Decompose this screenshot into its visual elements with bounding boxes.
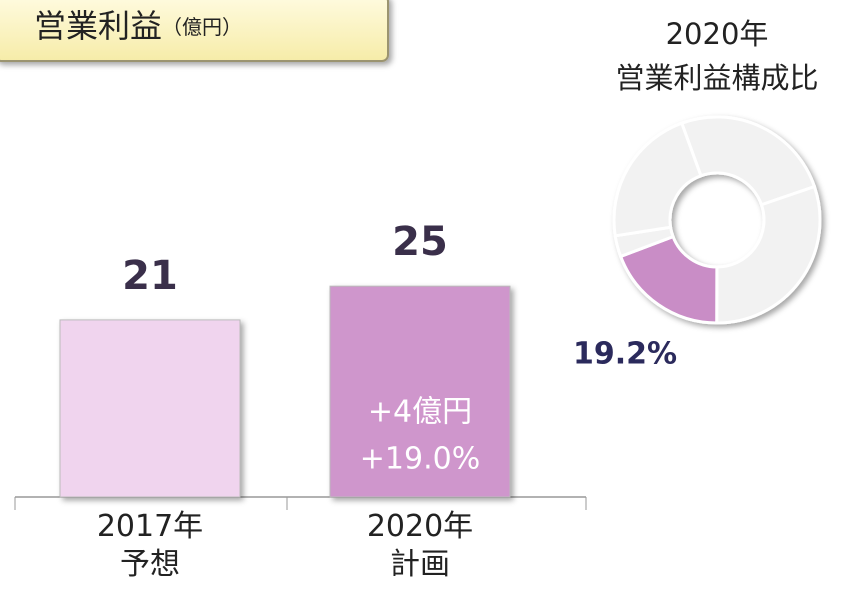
value-label: 19.2% xyxy=(573,337,677,372)
donut-segment xyxy=(612,121,703,238)
chart-title: 営業利益（億円） xyxy=(34,7,242,45)
value-label: 21 xyxy=(122,253,178,299)
bar xyxy=(329,285,511,498)
donut-segment xyxy=(715,184,822,325)
annotation: +19.0% xyxy=(360,442,480,477)
annotation: +4億円 xyxy=(368,395,472,430)
category-label: 2017年 予想 xyxy=(96,509,204,582)
donut-segment xyxy=(618,234,719,325)
title-box xyxy=(0,0,389,62)
value-label: 25 xyxy=(392,219,448,265)
donut-title: 2020年 営業利益構成比 xyxy=(615,17,819,95)
donut-segment xyxy=(679,115,817,207)
category-label: 2020年 計画 xyxy=(366,509,474,582)
donut xyxy=(612,115,822,325)
bar xyxy=(59,319,241,498)
